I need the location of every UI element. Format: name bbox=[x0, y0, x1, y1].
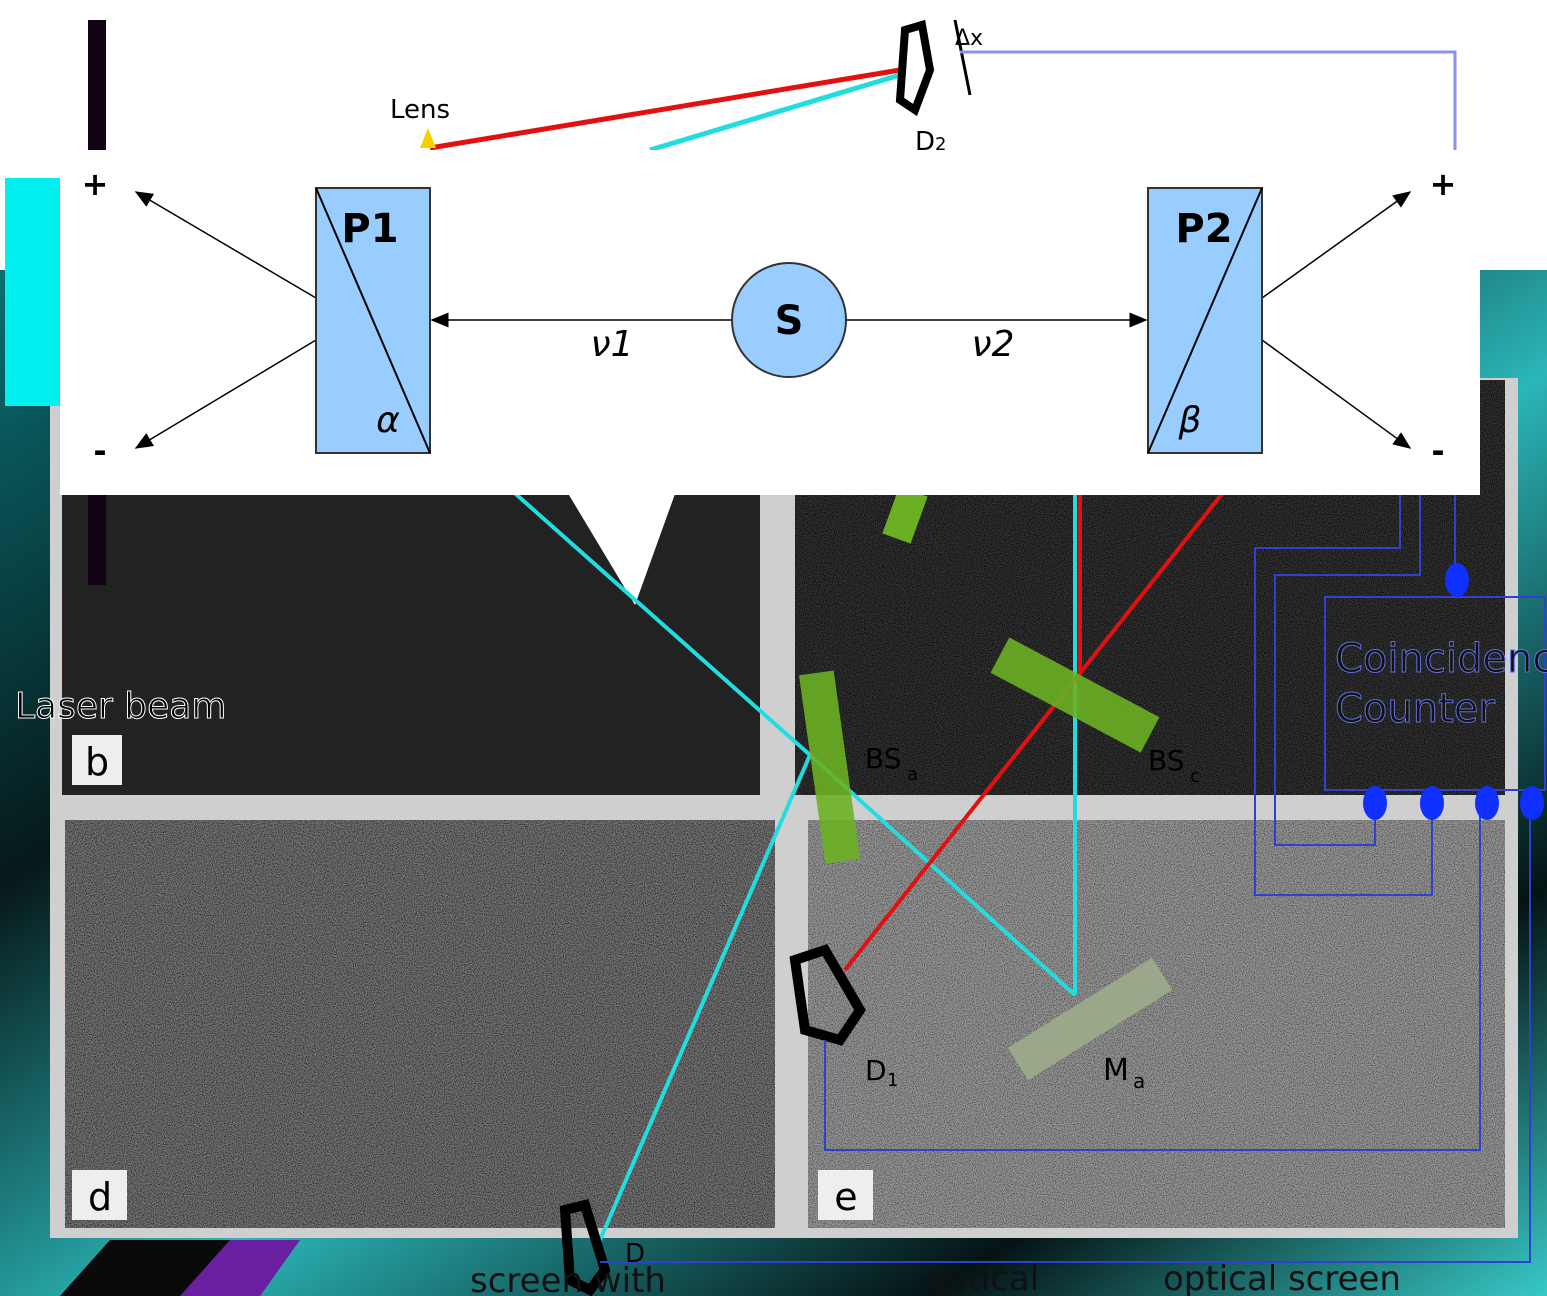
label: Δx bbox=[955, 26, 983, 51]
label: S bbox=[775, 298, 804, 344]
label: Lens bbox=[390, 95, 450, 125]
arrows bbox=[134, 191, 1412, 449]
mirror bbox=[1007, 957, 1173, 1081]
label: ν2 bbox=[971, 324, 1014, 365]
label: P2 bbox=[1175, 206, 1232, 252]
label: c bbox=[1190, 766, 1200, 787]
label: a bbox=[1133, 1069, 1145, 1093]
polarizer-axis bbox=[315, 187, 431, 454]
red-beam bbox=[429, 67, 901, 151]
label: D bbox=[625, 1239, 645, 1269]
decor bbox=[180, 1240, 300, 1296]
label: M bbox=[1103, 1053, 1129, 1088]
label: optical screen bbox=[1163, 1259, 1401, 1296]
label: Coincidence bbox=[1335, 636, 1547, 682]
label: BS bbox=[865, 742, 902, 775]
detector-2 bbox=[895, 19, 935, 117]
panel-tag bbox=[818, 1170, 873, 1220]
label: d bbox=[88, 1175, 112, 1219]
cyan-block bbox=[5, 178, 60, 406]
shift-arrow bbox=[953, 19, 972, 96]
connectors bbox=[1363, 563, 1544, 820]
label: Counter bbox=[1335, 686, 1495, 732]
label: PS bbox=[605, 492, 637, 522]
label: P1 bbox=[341, 206, 398, 252]
label: 1 bbox=[887, 1070, 898, 1091]
beam-splitter-c bbox=[990, 637, 1160, 753]
beam-splitter bbox=[882, 486, 928, 544]
polarizer-axis bbox=[1147, 187, 1263, 454]
label: a bbox=[907, 764, 918, 785]
label: Laser beam bbox=[15, 686, 226, 727]
label: optical bbox=[925, 1259, 1039, 1296]
label: screen with bbox=[470, 1261, 666, 1296]
label: BS bbox=[1148, 744, 1185, 777]
cyan-beam bbox=[649, 72, 901, 153]
detector-1 bbox=[789, 943, 866, 1046]
label: - bbox=[1431, 432, 1444, 470]
beams bbox=[498, 478, 1227, 1241]
label: β bbox=[1178, 400, 1202, 441]
label: e bbox=[834, 1175, 857, 1219]
label: ν1 bbox=[590, 324, 633, 365]
panel-tag bbox=[72, 1170, 127, 1220]
panel-e-noise bbox=[808, 820, 1505, 1228]
circuit bbox=[600, 480, 1546, 1263]
label: b bbox=[85, 740, 109, 784]
beam-splitter-a bbox=[798, 670, 861, 864]
panel-tag bbox=[72, 735, 122, 785]
prism bbox=[560, 480, 680, 605]
detector-0 bbox=[559, 1198, 611, 1296]
source bbox=[731, 262, 847, 378]
label: D bbox=[865, 1054, 887, 1087]
label: D bbox=[915, 127, 935, 157]
label: α bbox=[376, 400, 400, 441]
panel-d-noise bbox=[65, 820, 775, 1228]
label: 2 bbox=[935, 134, 946, 155]
lens bbox=[420, 128, 436, 148]
wire bbox=[960, 50, 1457, 150]
label: + bbox=[1430, 165, 1457, 203]
label: - bbox=[93, 432, 106, 470]
label: + bbox=[82, 165, 109, 203]
